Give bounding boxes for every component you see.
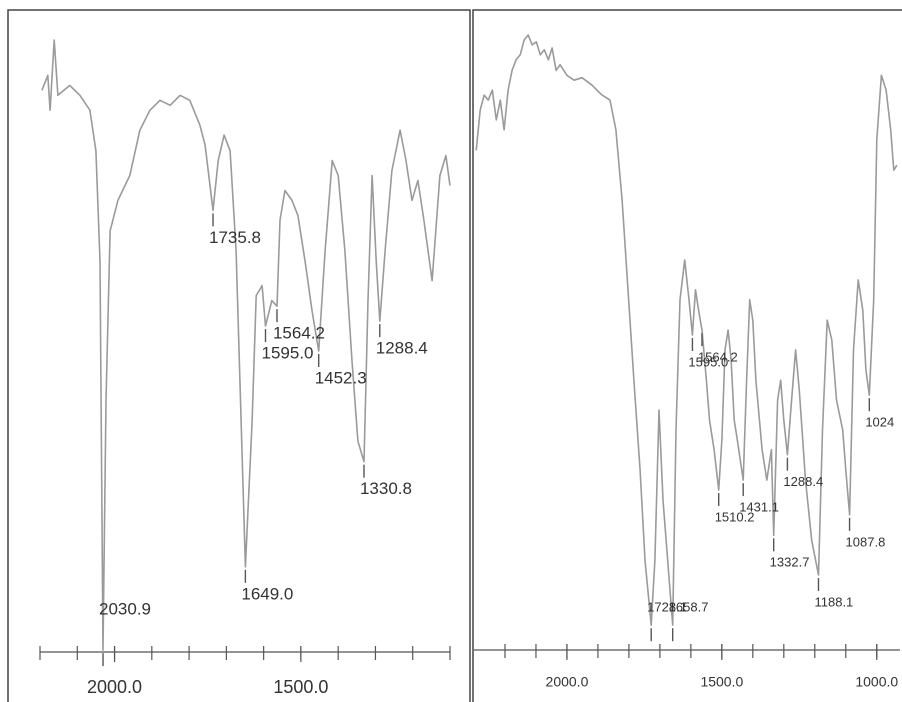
x-tick-label: 1500.0	[700, 674, 743, 690]
peak-label: 1188.1	[814, 594, 853, 609]
peak-label: 1510.2	[715, 509, 755, 524]
peak-label: 1735.8	[209, 228, 261, 247]
peak-label: 1595.0	[262, 344, 314, 363]
peak-label: 1431.1	[739, 500, 779, 515]
peak-label: 1595.0	[688, 354, 728, 369]
right-frame	[472, 9, 902, 702]
spectrum-line	[41, 39, 451, 651]
peak-label: 1728.1	[647, 599, 687, 614]
peak-label: 1330.8	[360, 479, 412, 498]
x-tick-label: 1000.0	[855, 674, 898, 690]
peak-label: 1087.8	[846, 534, 886, 549]
x-tick-label: 2000.0	[546, 674, 589, 690]
peak-label: 1658.7	[669, 599, 709, 614]
peak-label: 1564.2	[273, 324, 325, 343]
spectrum-line	[475, 34, 898, 626]
left-frame	[7, 9, 471, 702]
peak-label: 1024	[865, 415, 894, 430]
x-tick-label: 2000.0	[87, 677, 142, 697]
peak-label: 1564.2	[698, 350, 738, 365]
x-tick-label: 1500.0	[273, 677, 328, 697]
peak-label: 1332.7	[770, 555, 810, 570]
peak-label: 1649.0	[241, 584, 293, 603]
peak-label: 1452.3	[315, 368, 367, 387]
peak-label: 1288.4	[783, 474, 823, 489]
peak-label: 2030.9	[99, 599, 151, 618]
peak-label: 1288.4	[376, 339, 428, 358]
